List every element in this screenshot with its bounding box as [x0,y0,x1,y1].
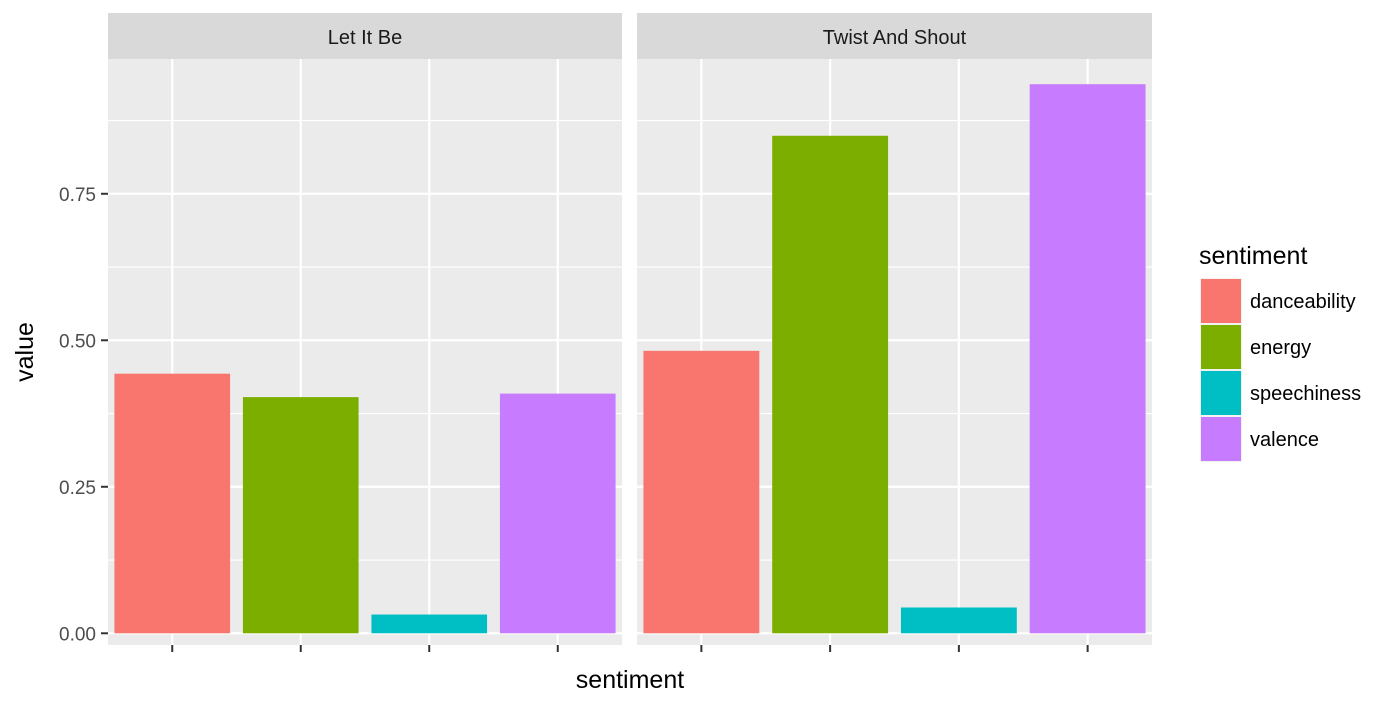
y-tick-label: 0.00 [59,624,96,645]
bar-energy [242,397,359,634]
facet-panel: Let It Be [108,13,622,652]
legend-label: danceability [1250,291,1356,313]
y-axis-title: value [11,322,39,382]
legend-title: sentiment [1199,242,1307,270]
legend-swatch-danceability [1201,279,1241,323]
bar-speechiness [371,614,488,634]
y-tick-label: 0.75 [59,185,96,206]
legend-label: speechiness [1250,383,1361,405]
legend-swatch-speechiness [1201,371,1241,415]
y-tick-label: 0.25 [59,478,96,499]
legend-item: danceability [1200,278,1356,324]
bar-valence [1029,84,1146,634]
axes: sentiment value 0.00 0.25 0.50 0.75 [11,185,684,694]
bar-danceability [643,350,760,634]
legend: sentiment danceability energy speechiness v… [1199,242,1361,462]
y-tick-label: 0.50 [59,331,96,352]
bar-danceability [114,373,231,634]
legend-item: energy [1200,324,1311,370]
legend-item: speechiness [1200,370,1361,416]
bar-speechiness [900,607,1017,634]
legend-label: valence [1250,429,1319,451]
bar-energy [772,135,889,634]
facet-strip-label: Let It Be [328,27,403,49]
bar-valence [499,393,616,634]
facet-strip [108,13,622,59]
facet-strip-label: Twist And Shout [823,27,967,49]
facet-strip [637,13,1152,59]
facet-panels: Let It Be Twist And Shout [108,13,1152,652]
legend-item: valence [1200,416,1319,462]
facet-panel: Twist And Shout [637,13,1152,652]
x-axis-title: sentiment [576,666,684,694]
legend-swatch-energy [1201,325,1241,369]
legend-swatch-valence [1201,417,1241,461]
legend-label: energy [1250,337,1311,359]
